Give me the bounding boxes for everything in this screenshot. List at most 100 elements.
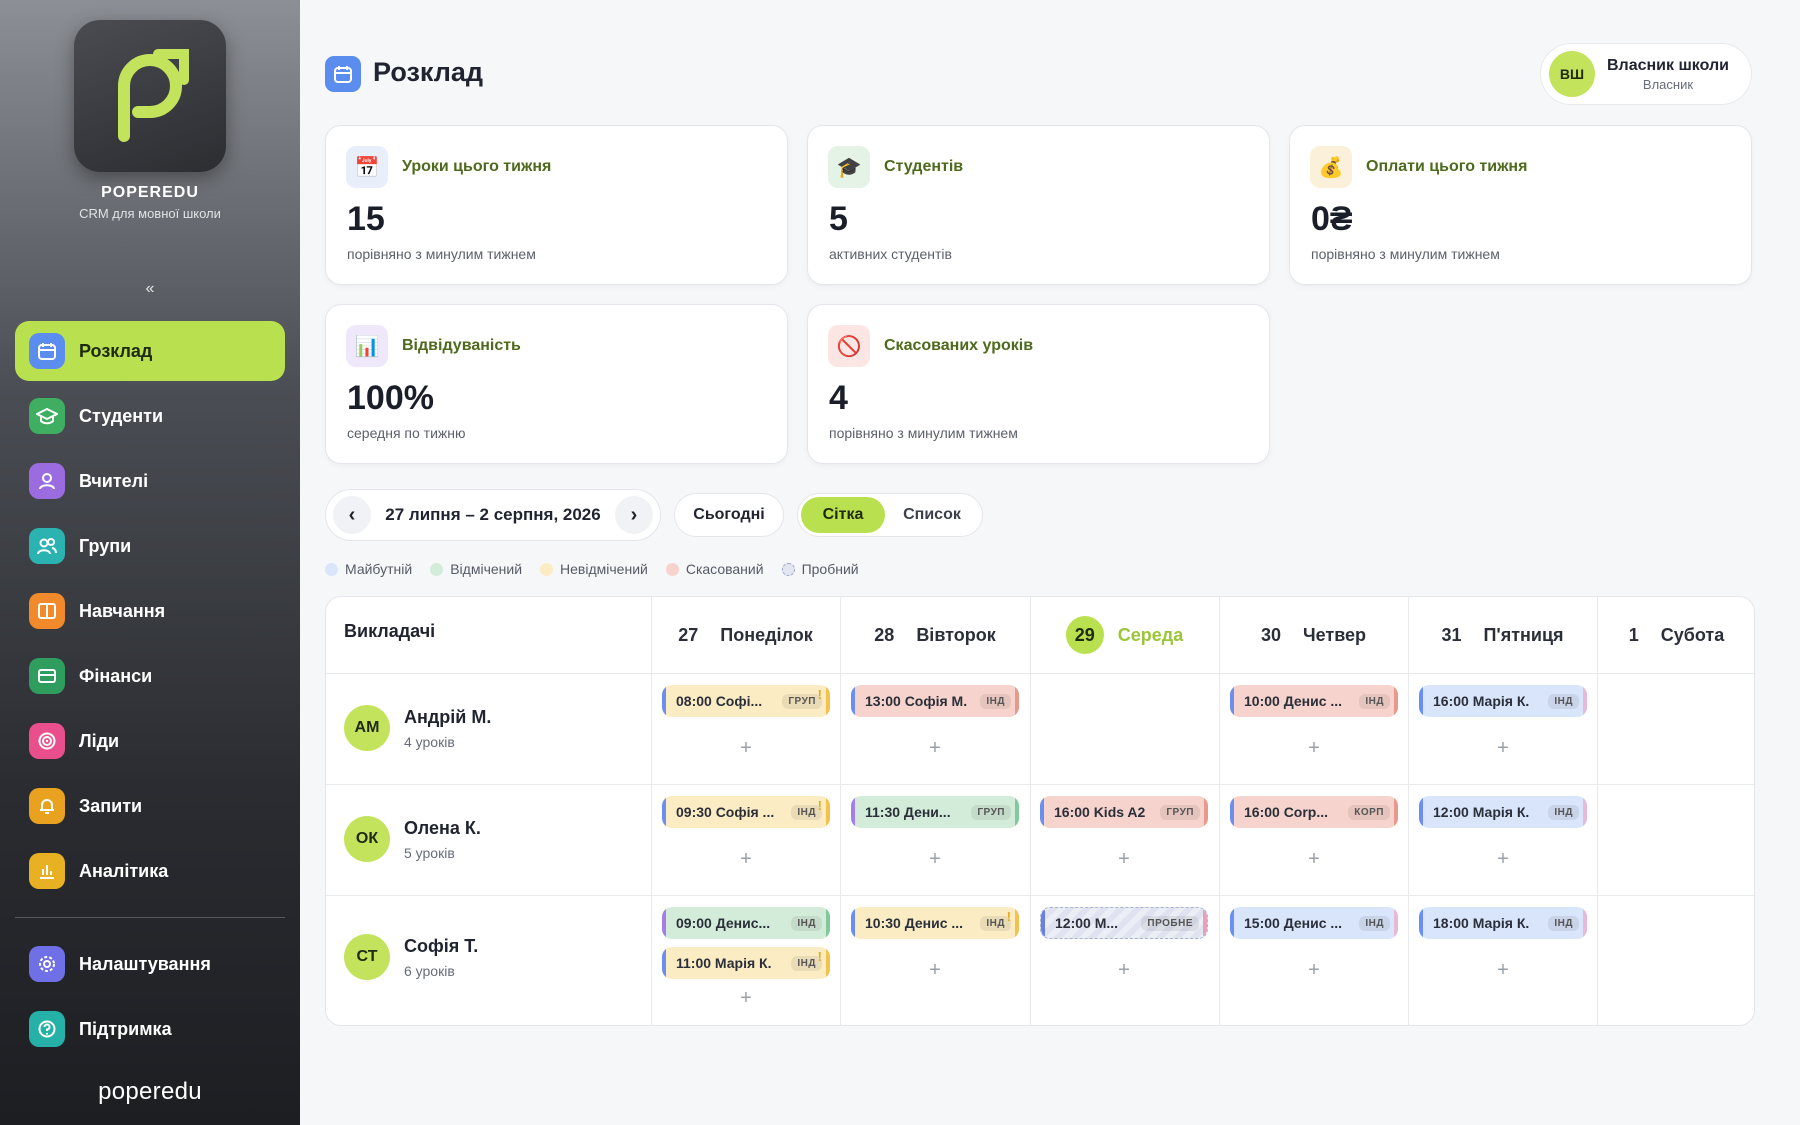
sidebar-item-leads[interactable]: Ліди <box>15 711 285 771</box>
lesson-card[interactable]: 10:00 Денис ... ІНД <box>1230 685 1398 717</box>
add-lesson-button[interactable]: + <box>929 848 941 870</box>
add-lesson-button[interactable]: + <box>740 737 752 759</box>
lesson-type-badge: ПРОБНЕ <box>1141 915 1199 931</box>
legend-item-cancelled: Скасований <box>665 561 764 577</box>
lesson-type-badge: КОРП <box>1348 804 1390 820</box>
lesson-title: 10:00 Денис ... <box>1244 693 1343 709</box>
legend-label: Невідмічений <box>560 561 648 577</box>
lesson-card[interactable]: 18:00 Марія К. ІНД <box>1419 907 1587 939</box>
add-lesson-button[interactable]: + <box>929 737 941 759</box>
add-lesson-button[interactable]: + <box>740 987 752 1009</box>
grid-line <box>1219 597 1220 1025</box>
user-menu[interactable]: ВШ Власник школи Власник <box>1540 43 1752 105</box>
day-header-thursday: 30 Четвер <box>1219 597 1408 673</box>
stat-subtitle: порівняно з минулим тижнем <box>347 246 536 262</box>
sidebar-item-learning[interactable]: Навчання <box>15 581 285 641</box>
avatar: ВШ <box>1549 51 1595 97</box>
view-toggle: Сітка Список <box>797 493 983 537</box>
add-lesson-button[interactable]: + <box>1497 959 1509 981</box>
add-lesson-button[interactable]: + <box>1118 959 1130 981</box>
sidebar-item-schedule[interactable]: Розклад <box>15 321 285 381</box>
lesson-card[interactable]: 15:00 Денис ... ІНД <box>1230 907 1398 939</box>
stat-value: 100% <box>347 379 434 417</box>
next-week-button[interactable]: › <box>615 496 653 534</box>
stat-subtitle: порівняно з минулим тижнем <box>829 425 1018 441</box>
lesson-type-badge: ГРУП <box>1160 804 1200 820</box>
add-lesson-button[interactable]: + <box>1308 848 1320 870</box>
lesson-type-badge: ІНД <box>980 693 1011 709</box>
stat-subtitle: середня по тижню <box>347 425 466 441</box>
sidebar-item-label: Вчителі <box>79 470 149 491</box>
lesson-type-badge: ІНД <box>1548 804 1579 820</box>
lesson-type-badge: ІНД <box>1359 915 1390 931</box>
legend-item-future: Майбутній <box>325 561 412 577</box>
sidebar-item-teachers[interactable]: Вчителі <box>15 451 285 511</box>
add-lesson-button[interactable]: + <box>1497 737 1509 759</box>
grid-view-button[interactable]: Сітка <box>801 497 885 533</box>
stat-card-cancelled: 🚫 Скасованих уроків 4 порівняно з минули… <box>807 304 1270 464</box>
stat-card-payments: 💰 Оплати цього тижня 0₴ порівняно з мину… <box>1289 125 1752 285</box>
lesson-card[interactable]: 16:00 Kids A2 ГРУП <box>1040 796 1208 828</box>
add-lesson-button[interactable]: + <box>1497 848 1509 870</box>
sidebar-item-settings[interactable]: Налаштування <box>15 934 285 994</box>
collapse-sidebar-button[interactable]: « <box>145 280 155 297</box>
lesson-title: 13:00 Софія М. <box>865 693 968 709</box>
day-number: 28 <box>874 624 895 645</box>
lesson-card[interactable]: 10:30 Денис ... ІНД ! <box>851 907 1019 939</box>
add-lesson-button[interactable]: + <box>1308 737 1320 759</box>
add-lesson-button[interactable]: + <box>740 848 752 870</box>
add-lesson-button[interactable]: + <box>1118 848 1130 870</box>
sidebar-item-analytics[interactable]: Аналітика <box>15 841 285 901</box>
main-nav: Розклад Студенти Вчителі Групи Навчання <box>15 321 285 906</box>
sidebar-item-support[interactable]: Підтримка <box>15 999 285 1059</box>
lesson-type-badge: ІНД <box>1548 693 1579 709</box>
lesson-card[interactable]: 11:30 Дени... ГРУП <box>851 796 1019 828</box>
lesson-card[interactable]: 09:00 Денис... ІНД <box>662 907 830 939</box>
stat-title: Студентів <box>884 158 964 175</box>
teacher-row-olena[interactable]: ОК Олена К. 5 уроків <box>344 816 481 862</box>
lesson-card[interactable]: 16:00 Corp... КОРП <box>1230 796 1398 828</box>
legend-dot <box>430 562 444 576</box>
lesson-type-badge: ІНД <box>791 915 822 931</box>
grid-line <box>1030 597 1031 1025</box>
lesson-card[interactable]: 11:00 Марія К. ІНД ! <box>662 947 830 979</box>
lesson-title: 16:00 Марія К. <box>1433 693 1530 709</box>
lesson-card[interactable]: 12:00 Марія К. ІНД <box>1419 796 1587 828</box>
stat-title: Оплати цього тижня <box>1366 158 1528 175</box>
legend-label: Пробний <box>801 561 859 577</box>
teacher-row-andriy[interactable]: АМ Андрій М. 4 уроків <box>344 705 491 751</box>
sidebar-item-groups[interactable]: Групи <box>15 516 285 576</box>
lesson-card[interactable]: 13:00 Софія М. ІНД <box>851 685 1019 717</box>
app-logo[interactable] <box>74 20 226 172</box>
lesson-card[interactable]: 16:00 Марія К. ІНД <box>1419 685 1587 717</box>
sidebar-item-students[interactable]: Студенти <box>15 386 285 446</box>
legend-dot <box>665 562 679 576</box>
lesson-card[interactable]: 12:00 М... ПРОБНЕ <box>1040 907 1208 939</box>
avatar: ОК <box>344 816 390 862</box>
prev-week-button[interactable]: ‹ <box>333 496 371 534</box>
day-header-friday: 31 П'ятниця <box>1408 597 1597 673</box>
lesson-title: 12:00 Марія К. <box>1433 804 1530 820</box>
sidebar-item-finance[interactable]: Фінанси <box>15 646 285 706</box>
stat-value: 0₴ <box>1311 200 1353 238</box>
stat-value: 5 <box>829 200 848 238</box>
legend-item-unmarked: Невідмічений <box>540 561 648 577</box>
graduation-cap-icon <box>29 398 65 434</box>
stat-value: 4 <box>829 379 848 417</box>
add-lesson-button[interactable]: + <box>929 959 941 981</box>
sidebar-item-requests[interactable]: Запити <box>15 776 285 836</box>
today-button[interactable]: Сьогодні <box>674 493 784 537</box>
lesson-card[interactable]: 08:00 Софі... ГРУП ! <box>662 685 830 717</box>
sidebar-item-label: Фінанси <box>79 665 153 686</box>
calendar-page-icon: 📅 <box>346 146 388 188</box>
day-name: Понеділок <box>720 624 813 645</box>
grid-line <box>326 673 1754 674</box>
stat-card-lessons: 📅 Уроки цього тижня 15 порівняно з минул… <box>325 125 788 285</box>
warning-icon: ! <box>817 798 822 813</box>
lesson-card[interactable]: 09:30 Софія ... ІНД ! <box>662 796 830 828</box>
teacher-row-sofia[interactable]: СТ Софія Т. 6 уроків <box>344 934 478 980</box>
day-number: 31 <box>1441 624 1462 645</box>
list-view-button[interactable]: Список <box>903 506 961 523</box>
teacher-lesson-count: 4 уроків <box>404 733 455 750</box>
add-lesson-button[interactable]: + <box>1308 959 1320 981</box>
